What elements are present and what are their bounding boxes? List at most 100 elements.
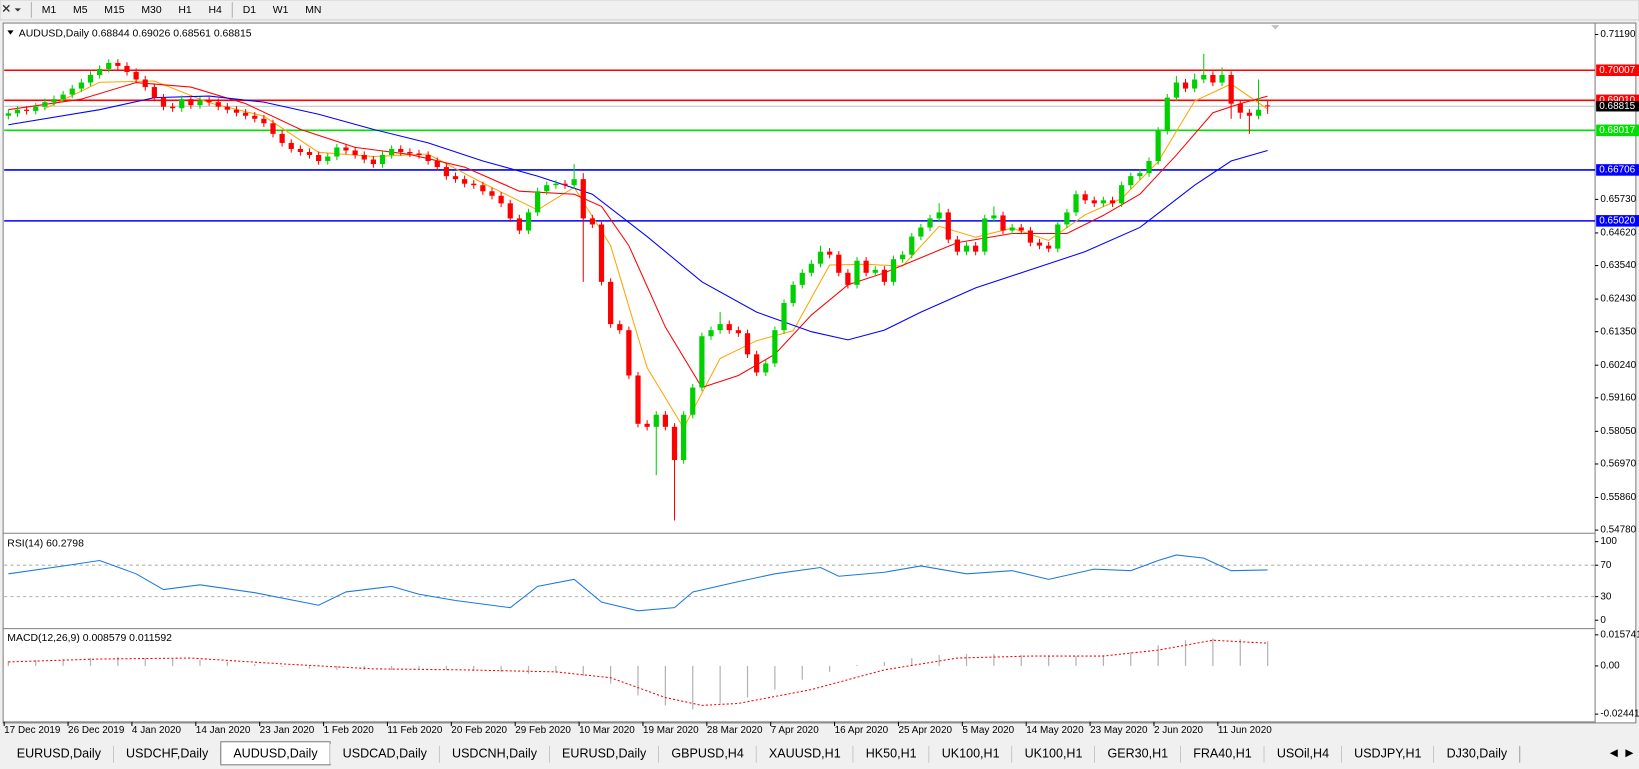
timeframe-button[interactable]: MN <box>305 5 321 16</box>
candle-body <box>872 269 878 273</box>
candle-body <box>617 324 623 331</box>
tab-label[interactable]: DJ30,Daily <box>1447 747 1508 761</box>
x-tick-label: 1 Feb 2020 <box>324 725 375 736</box>
tab[interactable]: USDCNH,Daily <box>439 743 551 764</box>
tab-label[interactable]: EURUSD,Daily <box>17 747 102 761</box>
candle-body <box>1055 224 1061 249</box>
dropdown-icon[interactable] <box>14 8 21 12</box>
tab-label[interactable]: FRA40,H1 <box>1193 747 1252 761</box>
current-price-label: 0.68815 <box>1599 101 1635 112</box>
tab[interactable]: FRA40,H1 <box>1180 743 1265 764</box>
tab-label[interactable]: HK50,H1 <box>866 747 917 761</box>
candle-body <box>270 123 276 134</box>
candle-body <box>261 118 267 124</box>
candle-body <box>927 218 933 228</box>
timeframe-button[interactable]: M15 <box>104 5 124 16</box>
candle-body <box>297 148 303 152</box>
tab-background <box>4 743 114 764</box>
candle-body <box>909 236 915 255</box>
tab-label[interactable]: EURUSD,Daily <box>562 747 647 761</box>
candle-body <box>279 133 285 143</box>
tab-label[interactable]: UK100,H1 <box>942 747 1000 761</box>
tab[interactable]: USDCHF,Daily <box>113 743 222 764</box>
tab-label[interactable]: USOil,H4 <box>1277 747 1329 761</box>
tab[interactable]: UK100,H1 <box>929 743 1013 764</box>
tab-label[interactable]: USDJPY,H1 <box>1354 747 1421 761</box>
tab-background <box>439 743 550 764</box>
candle-body <box>662 414 668 427</box>
tab[interactable]: EURUSD,Daily <box>4 743 115 764</box>
timeframe-button[interactable]: H4 <box>208 5 222 16</box>
tab[interactable]: GBPUSD,H4 <box>658 743 757 764</box>
candle-body <box>224 106 230 110</box>
candle-body <box>598 224 605 282</box>
tab-label[interactable]: USDCHF,Daily <box>126 747 209 761</box>
candle-body <box>717 324 723 331</box>
scroll-right[interactable]: ▶ <box>1625 748 1633 759</box>
y-tick-label: 0.00 <box>1600 661 1620 672</box>
tab-background <box>1012 743 1095 764</box>
tab[interactable]: HK50,H1 <box>853 743 930 764</box>
moving-average <box>8 82 1268 389</box>
tab-label[interactable]: UK100,H1 <box>1025 747 1083 761</box>
timeframe-button[interactable]: H1 <box>178 5 192 16</box>
tab-background <box>929 743 1013 764</box>
candle-body <box>179 99 185 109</box>
chart-header: AUDUSD,Daily 0.68844 0.69026 0.68561 0.6… <box>19 28 252 39</box>
candle-body <box>1219 74 1225 83</box>
tab-label[interactable]: XAUUSD,H1 <box>769 747 841 761</box>
candle-body <box>42 102 48 107</box>
tab[interactable]: USDCAD,Daily <box>330 743 441 764</box>
tab[interactable]: USOil,H4 <box>1264 743 1343 764</box>
candle-body <box>516 218 522 231</box>
candle-body <box>1265 105 1271 107</box>
timeframe-button[interactable]: D1 <box>243 5 257 16</box>
level-label-box <box>1596 164 1639 176</box>
candle-body <box>626 330 632 376</box>
tab-label[interactable]: USDCNH,Daily <box>452 747 538 761</box>
tab-label[interactable]: GER30,H1 <box>1108 747 1169 761</box>
candle-body <box>963 245 970 252</box>
tab-label[interactable]: AUDUSD,Daily <box>233 747 318 761</box>
candle-body <box>763 363 769 373</box>
x-tick-label: 5 May 2020 <box>962 725 1014 736</box>
candle-body <box>151 87 157 98</box>
tab[interactable]: AUDUSD,Daily <box>220 741 331 766</box>
timeframe-button[interactable]: W1 <box>273 5 289 16</box>
tab-label[interactable]: GBPUSD,H4 <box>671 747 743 761</box>
candle-body <box>772 330 778 364</box>
x-tick-label: 11 Feb 2020 <box>387 725 442 736</box>
candle-body <box>982 218 988 252</box>
moving-average <box>44 80 1268 430</box>
candle-body <box>817 251 824 264</box>
candle-body <box>708 330 714 337</box>
tab[interactable]: EURUSD,Daily <box>549 743 660 764</box>
tab[interactable]: UK100,H1 <box>1012 743 1096 764</box>
candle-body <box>991 215 997 219</box>
level-label: 0.66706 <box>1599 165 1635 176</box>
timeframe-button[interactable]: M5 <box>73 5 88 16</box>
candle-body <box>699 336 705 388</box>
timeframe-button[interactable]: M30 <box>141 5 161 16</box>
candle-body <box>370 159 376 165</box>
tab-label[interactable]: USDCAD,Daily <box>343 747 428 761</box>
tab[interactable]: GER30,H1 <box>1094 743 1182 764</box>
x-tick-label: 23 May 2020 <box>1090 725 1148 736</box>
scroll-left[interactable]: ◀ <box>1610 748 1618 759</box>
candle-body <box>1119 185 1125 204</box>
timeframe-button[interactable]: M1 <box>42 5 57 16</box>
candle-body <box>316 155 322 162</box>
tab[interactable]: DJ30,Daily <box>1434 743 1521 764</box>
y-tick-label: 0.59160 <box>1600 392 1636 403</box>
tab[interactable]: USDJPY,H1 <box>1341 743 1435 764</box>
tab[interactable]: XAUUSD,H1 <box>756 743 854 764</box>
candle-body <box>343 147 349 151</box>
x-tick-label: 7 Apr 2020 <box>771 725 819 736</box>
candle-body <box>124 65 130 72</box>
candle-body <box>489 191 495 196</box>
chart-menu-icon[interactable] <box>7 30 14 35</box>
x-tick-label: 25 Apr 2020 <box>898 725 952 736</box>
tab-background <box>1264 743 1342 764</box>
x-tick-label: 10 Mar 2020 <box>579 725 635 736</box>
crosshair-icon[interactable] <box>2 4 10 13</box>
